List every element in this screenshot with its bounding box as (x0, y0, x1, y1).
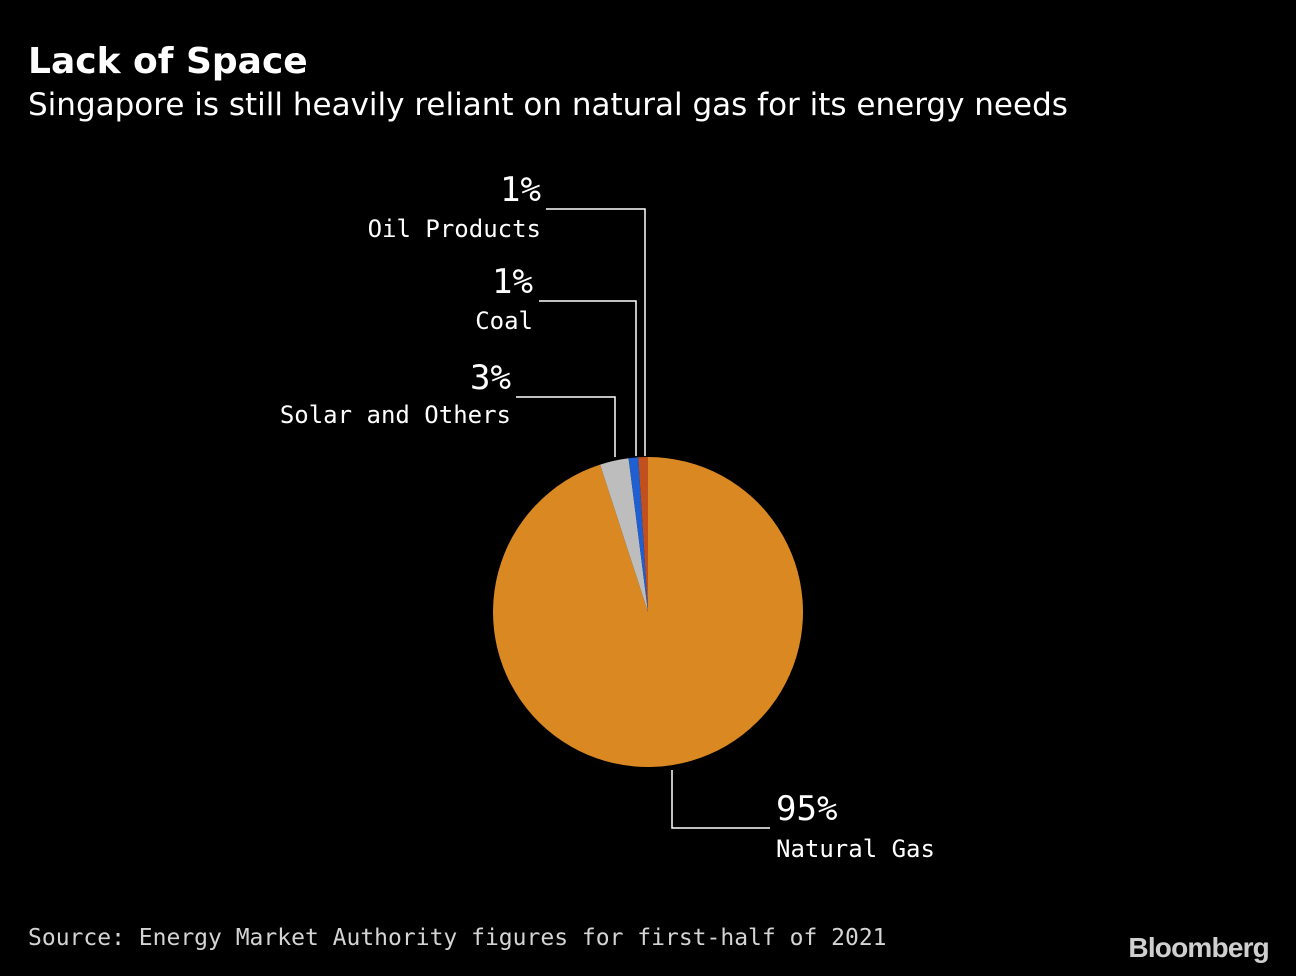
leader-line-natural-gas (671, 770, 770, 829)
data-label-name-natural-gas: Natural Gas (776, 835, 935, 863)
pie-slice-solar-and-others (600, 458, 648, 612)
leader-line-solar-and-others (516, 396, 616, 457)
data-label-name-solar-and-others: Solar and Others (280, 401, 511, 429)
chart-title: Lack of Space (28, 41, 308, 82)
leader-line-oil-products (546, 208, 646, 456)
bloomberg-logo: Bloomberg (1128, 932, 1269, 963)
leader-line-coal (539, 300, 637, 456)
data-label-value-natural-gas: 95% (776, 789, 837, 829)
pie-slice-oil-products (638, 457, 648, 612)
data-label-name-coal: Coal (475, 307, 533, 335)
data-label-value-solar-and-others: 3% (470, 358, 511, 398)
data-label-value-coal: 1% (492, 262, 533, 302)
pie-slice-natural-gas (493, 457, 804, 767)
pie-slice-coal (628, 457, 648, 612)
data-label-name-oil-products: Oil Products (368, 215, 541, 243)
chart-subtitle: Singapore is still heavily reliant on na… (28, 87, 1068, 123)
data-label-value-oil-products: 1% (500, 170, 541, 210)
source-note: Source: Energy Market Authority figures … (28, 925, 887, 951)
